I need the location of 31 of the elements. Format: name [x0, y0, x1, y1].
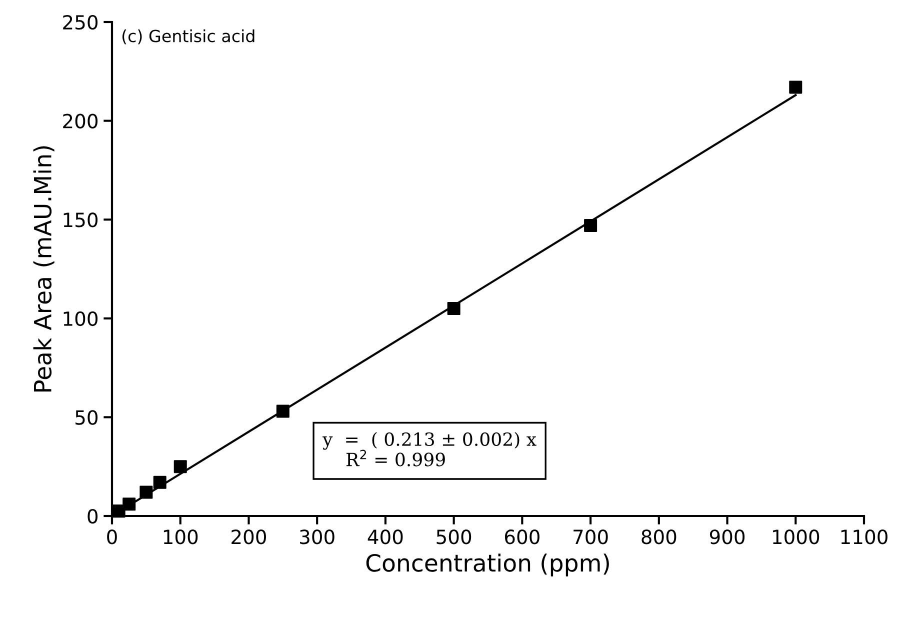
x-tick-label: 600 — [504, 530, 540, 544]
x-tick-label: 700 — [574, 530, 608, 544]
point — [276, 404, 290, 418]
y-tick-label: 200 — [63, 114, 98, 128]
x-tick-label: 300 — [300, 530, 334, 544]
x-tick-label: 1000 — [773, 530, 820, 544]
point — [447, 302, 460, 316]
x-tick-label: 100 — [164, 530, 198, 544]
point — [140, 486, 153, 499]
y-tick-label: 0 — [88, 508, 98, 524]
x-tick-label: 1100 — [841, 530, 888, 544]
annotation: y = ( 0.213 ± 0.002) x R$^{2}$ = 0.999 — [322, 432, 536, 466]
x-tick-label: 800 — [642, 530, 676, 544]
x-axis-title: Concentration (ppm) — [366, 554, 609, 576]
x-tick-label: 400 — [368, 530, 403, 544]
point — [174, 460, 187, 474]
x-tick-label: 0 — [107, 530, 117, 544]
x-tick-label: 500 — [436, 530, 472, 544]
y-tick-label: 100 — [64, 311, 98, 326]
point — [584, 219, 598, 232]
point — [153, 476, 166, 489]
y-tick-label: 250 — [63, 14, 98, 30]
annotation: (c) Gentisic acid — [122, 29, 254, 44]
point — [789, 80, 802, 94]
y-tick-label: 150 — [64, 212, 98, 228]
point — [122, 498, 136, 511]
y-tick-label: 50 — [76, 410, 98, 425]
y-axis-title: Peak Area (mAU.Min) — [33, 146, 54, 392]
x-tick-label: 900 — [710, 530, 745, 544]
point — [112, 504, 126, 518]
x-tick-label: 200 — [232, 530, 266, 544]
